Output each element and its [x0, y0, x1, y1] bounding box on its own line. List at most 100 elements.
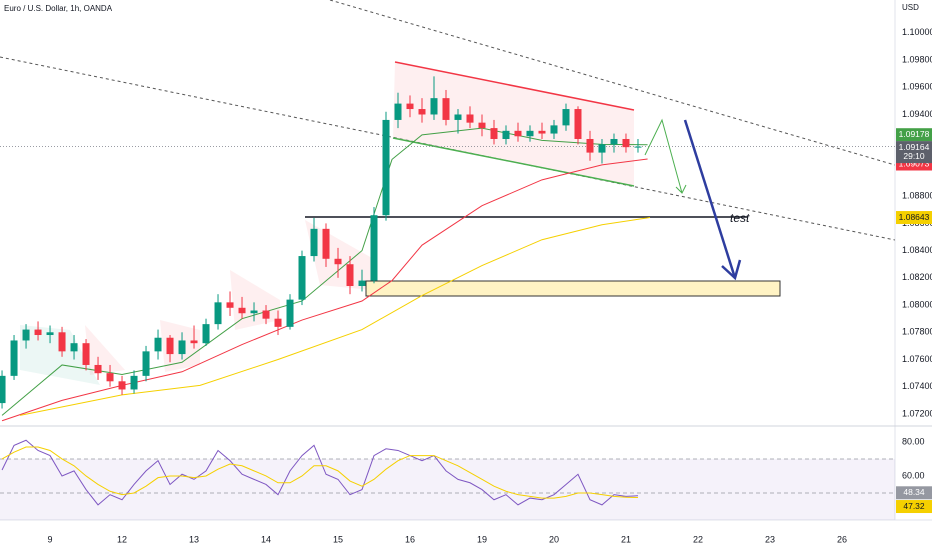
candle-body: [10, 340, 18, 376]
candle-body: [346, 264, 354, 287]
rsi-line: [1, 439, 639, 506]
candle-body: [622, 138, 630, 148]
candle-body: [310, 228, 318, 257]
arrows: [644, 118, 742, 281]
candle-body: [334, 258, 342, 265]
x-tick-label: 14: [261, 534, 271, 544]
rsi-tag: [896, 486, 932, 500]
candle-body: [478, 122, 486, 129]
candle-body: [502, 130, 510, 139]
rsi-tag: [896, 500, 932, 514]
y-tick-label: 1.07600: [902, 354, 932, 364]
candle-body: [214, 302, 222, 325]
x-tick-label: 16: [405, 534, 415, 544]
rsi-tick-label: 60.00: [902, 470, 925, 480]
channel-bottom: [392, 137, 635, 187]
y-tick-label: 1.09400: [902, 109, 932, 119]
y-tick-label: 1.08800: [902, 191, 932, 201]
trend-line: [329, 0, 895, 166]
candle-body: [118, 381, 126, 390]
y-tick-label: 1.08200: [902, 272, 932, 282]
currency-label: USD: [902, 3, 919, 12]
candle-body: [430, 98, 438, 115]
price-tag: [896, 128, 932, 142]
candle-body: [406, 103, 414, 110]
cloud: [85, 325, 125, 375]
x-tick-label: 22: [693, 534, 703, 544]
candle-body: [22, 329, 30, 341]
price-tag-label: 1.09073: [899, 158, 930, 168]
rsi-band: [0, 458, 895, 520]
y-tick-label: 1.08400: [902, 245, 932, 255]
rsi-tag-label: 47.32: [903, 501, 925, 511]
candle-body: [250, 310, 258, 314]
y-tick-label: 1.07400: [902, 381, 932, 391]
y-tick-label: 1.08000: [902, 299, 932, 309]
countdown: 29:10: [903, 151, 925, 161]
candle-body: [466, 114, 474, 123]
candle-body: [58, 332, 66, 352]
y-tick-label: 1.09800: [902, 54, 932, 64]
candle-body: [442, 98, 450, 120]
blue-arrow-head: [721, 259, 742, 281]
candle-body: [514, 130, 522, 137]
candle-body: [322, 228, 330, 259]
candle-body: [358, 280, 366, 287]
candle-body: [46, 332, 54, 336]
candle-body: [106, 373, 114, 382]
x-tick-label: 20: [549, 534, 559, 544]
rsi-line: [1, 446, 638, 499]
candle-body: [166, 337, 174, 355]
y-tick-label: 1.10000: [902, 27, 932, 37]
candle-body: [550, 125, 558, 134]
candle-body: [34, 329, 42, 336]
green-arrow-head: [675, 184, 687, 194]
candle-body: [418, 109, 426, 115]
candle-body: [574, 109, 582, 139]
candle-body: [202, 324, 210, 344]
channel-top: [394, 61, 635, 111]
x-tick-label: 12: [117, 534, 127, 544]
candle-body: [274, 318, 282, 327]
candle-body: [454, 114, 462, 120]
x-tick-label: 21: [621, 534, 631, 544]
moving-average: [19, 217, 651, 416]
price-tag-label: 1.09164: [899, 142, 930, 152]
candle-body: [394, 103, 402, 120]
candle-body: [586, 138, 594, 153]
candle-body: [298, 256, 306, 300]
candle-body: [94, 364, 102, 374]
candle-body: [562, 109, 570, 126]
rsi-tag-label: 48.34: [903, 487, 925, 497]
cloud: [20, 325, 100, 385]
rsi-tick-label: 80.00: [902, 436, 925, 446]
y-tick-label: 1.09600: [902, 82, 932, 92]
channel-fill: [393, 62, 634, 186]
candle-body: [490, 128, 498, 139]
candle-body: [70, 343, 78, 352]
candle-body: [190, 340, 198, 344]
price-tag: [896, 211, 932, 225]
candle-body: [286, 299, 294, 327]
green-arrow: [644, 118, 683, 194]
candle-body: [154, 337, 162, 352]
candle-body: [634, 146, 642, 148]
candle-body: [226, 302, 234, 308]
candle-body: [262, 310, 270, 319]
candle-body: [130, 375, 138, 390]
rsi-pane: [0, 439, 895, 520]
y-tick-label: 1.07800: [902, 327, 932, 337]
x-tick-label: 19: [477, 534, 487, 544]
x-tick-label: 26: [837, 534, 847, 544]
candle-body: [370, 215, 378, 281]
price-tag-label: 1.08643: [899, 212, 930, 222]
candle-body: [0, 375, 6, 404]
x-tick-label: 13: [189, 534, 199, 544]
candle-body: [610, 138, 618, 145]
x-tick-label: 23: [765, 534, 775, 544]
candle-body: [526, 130, 534, 137]
candle-body: [598, 144, 606, 153]
